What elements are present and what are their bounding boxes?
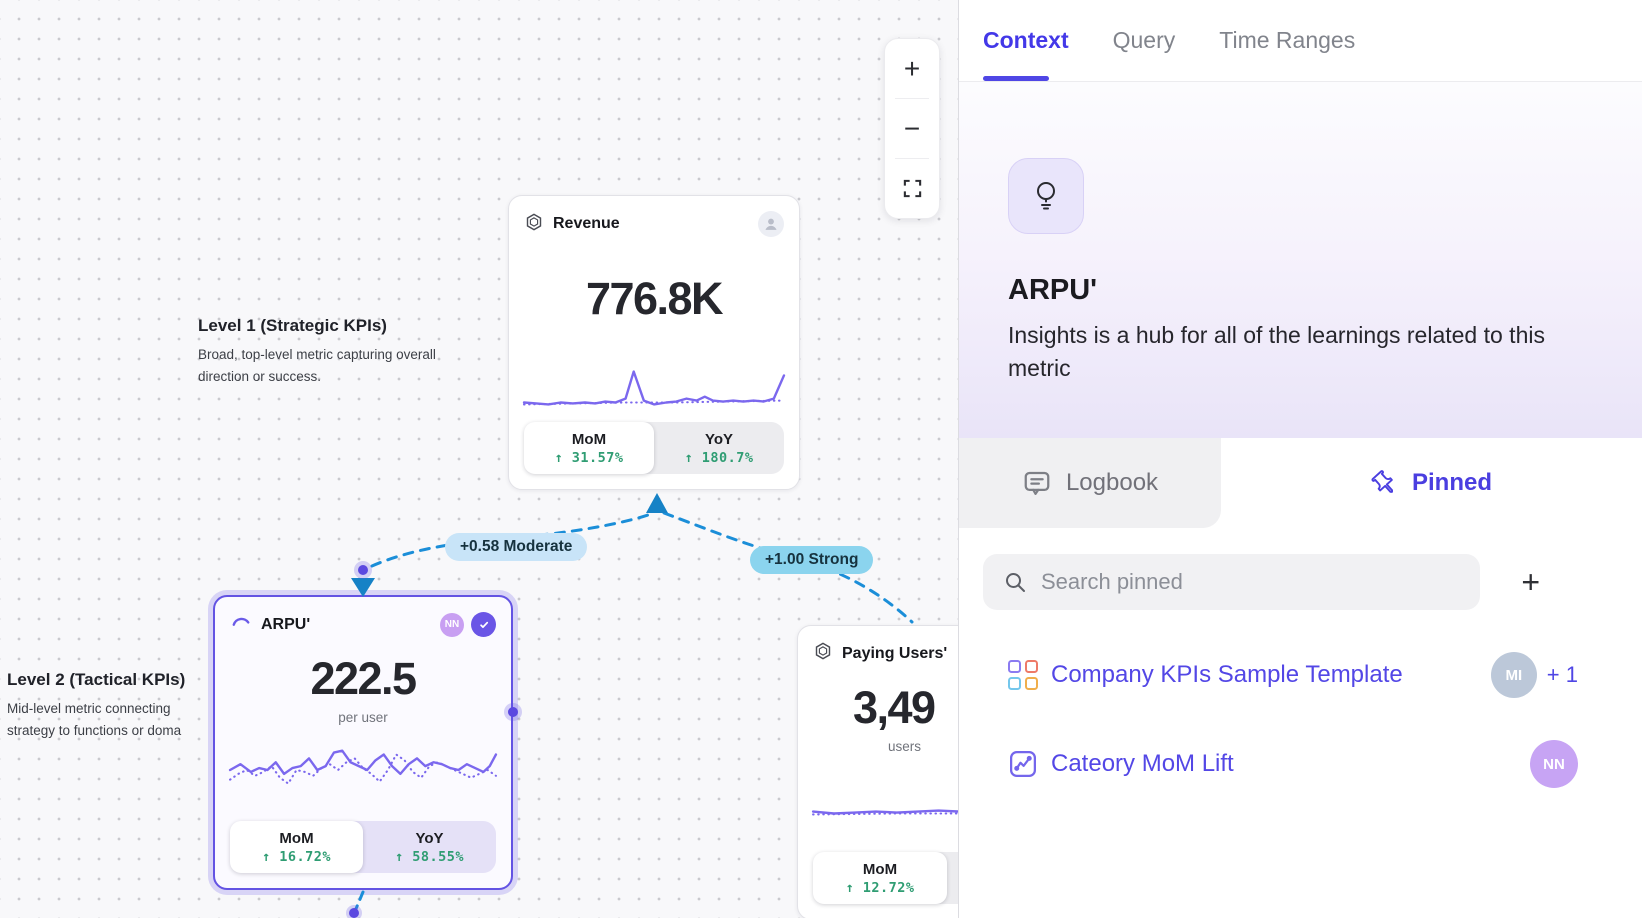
extra-collaborators-count: + 1 [1546, 662, 1578, 687]
mom-label: MoM [571, 430, 607, 448]
search-pinned-input[interactable] [1041, 569, 1460, 595]
search-pinned-box[interactable] [983, 554, 1480, 610]
panel-tab-bar: Context Query Time Ranges [959, 0, 1642, 82]
level-2-description: Mid-level metric connecting strategy to … [7, 701, 182, 738]
active-tab-indicator [983, 76, 1049, 81]
metric-tree-canvas[interactable]: Level 1 (Strategic KPIs) Broad, top-leve… [0, 0, 958, 918]
add-pinned-button[interactable]: + [1521, 564, 1540, 600]
card-title: Revenue [553, 215, 620, 232]
collaborator-avatar: MI [1490, 652, 1537, 698]
tab-context[interactable]: Context [983, 27, 1069, 53]
zoom-out-button[interactable]: − [903, 112, 921, 144]
yoy-toggle[interactable]: YoY ↑ 180.7% [654, 422, 784, 474]
metric-description: Insights is a hub for all of the learnin… [1008, 322, 1545, 381]
lightbulb-icon [1037, 182, 1055, 210]
metric-card-arpu[interactable]: ARPU' NN 222.5 per user MoM ↑ 1 [213, 595, 513, 890]
metric-unit: per user [338, 710, 388, 725]
collaborator-avatar: NN [1530, 740, 1578, 788]
zoom-in-button[interactable]: + [903, 52, 921, 84]
metric-card-paying-users[interactable]: Paying Users' 3,49 users MoM ↑ 12.72% [797, 625, 958, 918]
metric-value: 776.8K [585, 273, 724, 324]
yoy-toggle[interactable] [947, 852, 958, 904]
card-title: Paying Users' [842, 644, 948, 662]
logbook-comment-icon [1024, 471, 1050, 495]
pinned-label: Pinned [1411, 469, 1492, 496]
sparkline-chart [811, 770, 958, 828]
divider [895, 158, 929, 159]
level-1-description: Broad, top-level metric capturing overal… [198, 347, 436, 384]
level-1-annotation: Level 1 (Strategic KPIs) Broad, top-leve… [198, 316, 438, 387]
yoy-label: YoY [415, 829, 444, 847]
logbook-label: Logbook [1065, 469, 1159, 496]
fullscreen-icon [903, 179, 921, 198]
sparkline-chart [522, 359, 786, 417]
metric-value: 3,49 [853, 682, 936, 733]
correlation-label-strong: +1.00 Strong [750, 546, 874, 574]
period-toggle: MoM ↑ 12.72% [813, 852, 958, 904]
pinned-search-row: + [983, 554, 1618, 610]
metric-card-revenue[interactable]: Revenue 776.8K MoM ↑ 31.57% [508, 195, 800, 490]
level-2-title: Level 2 (Tactical KPIs) [7, 670, 186, 689]
pinned-item-label[interactable]: Cateory MoM Lift [1051, 750, 1234, 777]
metric-unit: users [888, 739, 922, 754]
mom-value: ↑ 16.72% [261, 848, 332, 865]
logbook-pinned-tab-bar: Logbook Pinned [959, 438, 1642, 528]
arc-metric-icon [230, 612, 252, 637]
insight-icon-container [1008, 158, 1084, 234]
mom-toggle[interactable]: MoM ↑ 12.72% [813, 852, 947, 904]
tab-logbook[interactable]: Logbook [959, 438, 1221, 528]
tab-query[interactable]: Query [1112, 27, 1176, 53]
verified-badge-icon [471, 612, 496, 637]
level-2-annotation: Level 2 (Tactical KPIs) Mid-level metric… [7, 670, 209, 741]
edge-arrowhead-up [646, 493, 668, 513]
pinned-content: + Company KPIs Sample Template MI + 1 [959, 528, 1642, 918]
yoy-value: ↑ 180.7% [684, 449, 754, 466]
mom-toggle[interactable]: MoM ↑ 16.72% [230, 821, 363, 873]
template-squares-icon [1008, 660, 1038, 690]
pushpin-icon [1371, 469, 1394, 493]
card-title: ARPU' [261, 615, 311, 633]
mom-toggle[interactable]: MoM ↑ 31.57% [524, 422, 654, 474]
search-icon [1006, 573, 1025, 592]
hexagon-metric-icon [813, 641, 833, 666]
tab-time-ranges[interactable]: Time Ranges [1219, 27, 1356, 53]
hexagon-metric-icon [524, 212, 544, 237]
metric-value: 222.5 [310, 653, 417, 704]
owner-avatar-icon [758, 211, 784, 237]
yoy-value: ↑ 58.55% [394, 848, 465, 865]
fit-view-button[interactable] [885, 159, 939, 218]
mom-value: ↑ 12.72% [845, 879, 915, 896]
pinned-item-company-kpis[interactable]: Company KPIs Sample Template MI + 1 [983, 652, 1618, 698]
correlation-label-moderate: +0.58 Moderate [445, 533, 588, 561]
yoy-label: YoY [704, 430, 734, 448]
metric-context-header: ARPU' Insights is a hub for all of the l… [959, 82, 1642, 438]
divider [895, 98, 929, 99]
connection-handle [358, 565, 368, 575]
mom-label: MoM [862, 860, 898, 878]
pinned-item-label[interactable]: Company KPIs Sample Template [1051, 661, 1403, 688]
connection-handle [349, 908, 359, 918]
sparkline-chart [228, 741, 498, 799]
canvas-zoom-toolbar: + − [884, 38, 940, 219]
level-1-title: Level 1 (Strategic KPIs) [198, 316, 387, 335]
yoy-toggle[interactable]: YoY ↑ 58.55% [363, 821, 496, 873]
mom-value: ↑ 31.57% [554, 449, 624, 466]
owner-avatar: NN [440, 612, 464, 637]
tab-pinned[interactable]: Pinned [1221, 438, 1642, 528]
details-side-panel: Context Query Time Ranges ARPU' Insights… [958, 0, 1642, 918]
period-toggle: MoM ↑ 31.57% YoY ↑ 180.7% [524, 422, 784, 474]
chart-icon [1008, 749, 1038, 779]
metric-name-heading: ARPU' [1008, 274, 1098, 306]
mom-label: MoM [279, 829, 314, 847]
period-toggle: MoM ↑ 16.72% YoY ↑ 58.55% [230, 821, 496, 873]
pinned-item-category-mom-lift[interactable]: Cateory MoM Lift NN [983, 740, 1618, 788]
